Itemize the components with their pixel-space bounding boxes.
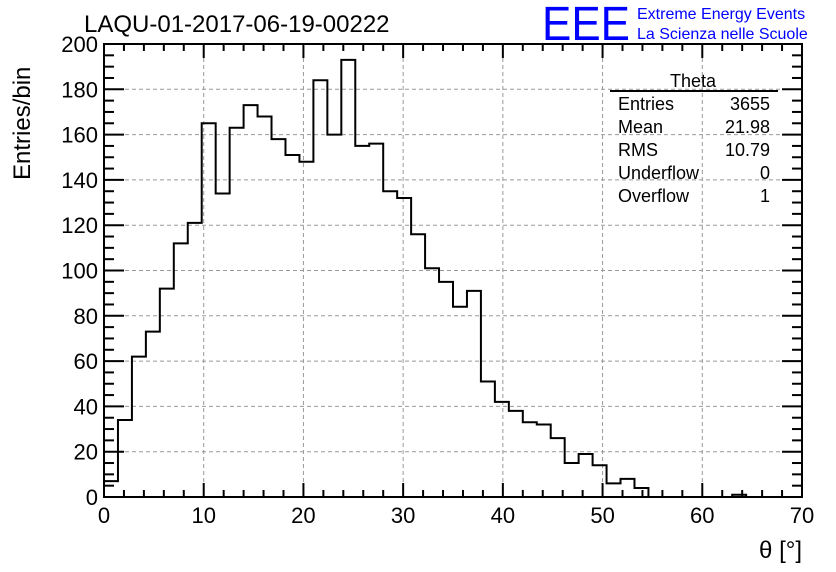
histogram-bin bbox=[202, 123, 216, 497]
stats-value: 21.98 bbox=[725, 117, 770, 137]
histogram-bin bbox=[607, 483, 621, 497]
histogram-bin bbox=[118, 420, 132, 497]
stats-label: Overflow bbox=[618, 186, 690, 206]
y-tick-label: 100 bbox=[61, 259, 98, 284]
y-tick-label: 200 bbox=[61, 32, 98, 57]
histogram-bin bbox=[481, 381, 495, 497]
stats-value: 1 bbox=[760, 186, 770, 206]
stats-value: 10.79 bbox=[725, 140, 770, 160]
histogram-bin bbox=[146, 332, 160, 497]
stats-label: Mean bbox=[618, 117, 663, 137]
stats-value: 0 bbox=[760, 163, 770, 183]
axis-ticks bbox=[103, 43, 803, 498]
histogram-bin bbox=[425, 268, 439, 497]
histogram-bin bbox=[439, 282, 453, 497]
y-tick-label: 20 bbox=[74, 440, 98, 465]
x-tick-label: 40 bbox=[491, 503, 515, 528]
histogram-bin bbox=[537, 425, 551, 497]
histogram-bin bbox=[258, 116, 272, 497]
y-tick-label: 180 bbox=[61, 77, 98, 102]
histogram-bin bbox=[523, 422, 537, 497]
histogram-bin bbox=[411, 234, 425, 497]
grid-lines bbox=[104, 43, 802, 497]
histogram-bin bbox=[383, 191, 397, 497]
x-tick-label: 0 bbox=[98, 503, 110, 528]
logo-line2: La Scienza nelle Scuole bbox=[637, 26, 808, 43]
histogram-bin bbox=[495, 402, 509, 497]
histogram-bin bbox=[285, 155, 299, 497]
histogram-bin bbox=[327, 135, 341, 497]
eee-logo: EEE Extreme Energy Events La Scienza nel… bbox=[542, 0, 808, 51]
x-tick-label: 20 bbox=[291, 503, 315, 528]
histogram-bin bbox=[565, 463, 579, 497]
histogram-bin bbox=[188, 223, 202, 497]
y-axis-label: Entries/bin bbox=[9, 67, 36, 180]
x-axis-label: θ [°] bbox=[759, 537, 802, 564]
histogram-bin bbox=[355, 146, 369, 497]
histogram-bin bbox=[551, 438, 565, 497]
y-tick-label: 160 bbox=[61, 123, 98, 148]
histogram-bin bbox=[397, 198, 411, 497]
histogram-bin bbox=[244, 105, 258, 497]
y-tick-label: 0 bbox=[86, 485, 98, 510]
x-tick-label: 70 bbox=[790, 503, 814, 528]
histogram-bin bbox=[579, 454, 593, 497]
histogram-bin bbox=[160, 289, 174, 497]
logo-line1: Extreme Energy Events bbox=[637, 6, 805, 23]
x-tick-label: 50 bbox=[590, 503, 614, 528]
histogram-bin bbox=[467, 291, 481, 497]
chart-title: LAQU-01-2017-06-19-00222 bbox=[84, 11, 390, 38]
stats-label: Underflow bbox=[618, 163, 700, 183]
histogram-bin bbox=[272, 139, 286, 497]
histogram-bin bbox=[230, 128, 244, 497]
histogram-line bbox=[103, 58, 802, 498]
stats-label: Entries bbox=[618, 94, 674, 114]
y-tick-label: 140 bbox=[61, 168, 98, 193]
x-tick-label: 60 bbox=[690, 503, 714, 528]
stats-label: RMS bbox=[618, 140, 658, 160]
histogram-bin bbox=[132, 357, 146, 497]
stats-value: 3655 bbox=[730, 94, 770, 114]
y-tick-label: 80 bbox=[74, 304, 98, 329]
histogram-bin bbox=[216, 193, 230, 497]
y-tick-label: 120 bbox=[61, 213, 98, 238]
y-tick-label: 40 bbox=[74, 394, 98, 419]
histogram-bin bbox=[174, 243, 188, 497]
histogram-bin bbox=[104, 481, 118, 497]
x-tick-label: 10 bbox=[191, 503, 215, 528]
logo-mark: EEE bbox=[542, 0, 630, 51]
stats-box: Theta Entries 3655 Mean 21.98 RMS 10.79 Underf… bbox=[610, 71, 778, 206]
histogram-bin bbox=[369, 144, 383, 497]
histogram-bin bbox=[509, 411, 523, 497]
histogram-bin bbox=[593, 465, 607, 497]
x-tick-label: 30 bbox=[391, 503, 415, 528]
histogram-bin bbox=[299, 162, 313, 497]
y-tick-label: 60 bbox=[74, 349, 98, 374]
histogram-bin bbox=[341, 60, 355, 497]
tick-labels: 0 10 20 30 40 50 60 700204060801001201401601802… bbox=[61, 32, 814, 528]
stats-title: Theta bbox=[670, 71, 717, 91]
histogram-bin bbox=[313, 80, 327, 497]
histogram-bin bbox=[453, 307, 467, 497]
